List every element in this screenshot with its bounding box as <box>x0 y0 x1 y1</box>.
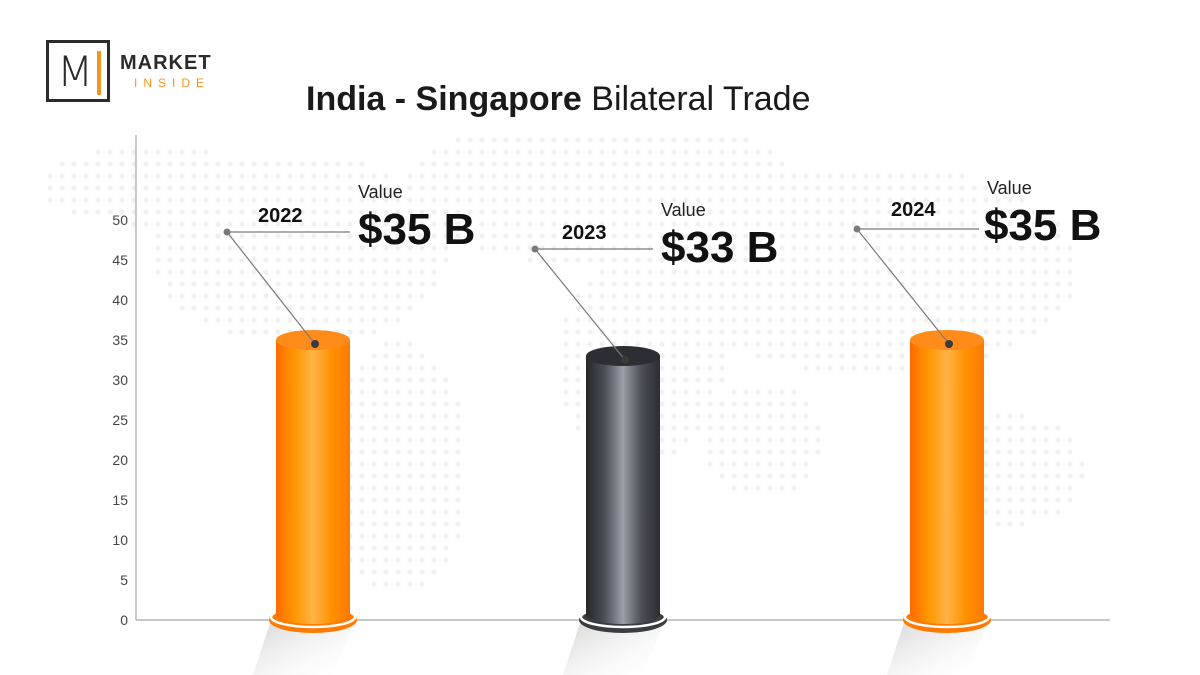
logo-sub-text: INSIDE <box>134 76 211 90</box>
bar-shadow <box>563 620 665 675</box>
bar-top-cap <box>910 330 984 350</box>
bar-bottom-cap <box>910 604 984 624</box>
leader-line <box>534 248 626 361</box>
bar-shadow <box>887 620 989 675</box>
y-tick-label: 20 <box>112 452 128 468</box>
chart-title: India - Singapore Bilateral Trade <box>306 80 811 119</box>
value-caption: Value <box>358 182 403 202</box>
bar-2022: 2022 Value $35 B <box>223 182 475 675</box>
leader-line <box>856 228 950 345</box>
anchor-dot <box>311 340 319 348</box>
bar-bottom-cap <box>586 604 660 624</box>
value-caption: Value <box>987 178 1032 198</box>
data-label: $35 B <box>984 201 1101 250</box>
bar-2024: 2024 Value $35 B <box>853 178 1101 675</box>
category-label: 2023 <box>562 222 607 244</box>
y-tick-label: 5 <box>120 572 128 588</box>
value-caption: Value <box>661 200 706 220</box>
y-tick-label: 30 <box>112 372 128 388</box>
bar-shadow <box>253 620 355 675</box>
y-tick-label: 40 <box>112 292 128 308</box>
logo-mark: M <box>46 40 110 102</box>
y-tick-label: 15 <box>112 492 128 508</box>
bar-top-cap <box>586 346 660 366</box>
y-tick-label: 25 <box>112 412 128 428</box>
leader-line <box>226 231 316 345</box>
data-label: $35 B <box>358 205 475 254</box>
y-tick-label: 10 <box>112 532 128 548</box>
y-tick-label: 35 <box>112 332 128 348</box>
category-label: 2022 <box>258 205 303 227</box>
anchor-dot <box>945 340 953 348</box>
leader-dot <box>531 245 539 253</box>
bar-body <box>586 356 660 614</box>
anchor-dot <box>621 356 629 364</box>
logo-accent-bar <box>97 51 101 95</box>
bar-bottom-cap <box>276 604 350 624</box>
y-tick-label: 50 <box>112 212 128 228</box>
logo-wordmark: MARKET INSIDE <box>120 53 212 89</box>
bar-body <box>910 340 984 614</box>
data-label: $33 B <box>661 223 778 272</box>
logo-letter: M <box>57 47 94 96</box>
leader-dot <box>223 228 231 236</box>
leader-dot <box>853 225 861 233</box>
bar-body <box>276 340 350 614</box>
y-tick-label: 0 <box>120 612 128 628</box>
bar-top-cap <box>276 330 350 350</box>
logo: M MARKET INSIDE <box>46 40 212 102</box>
chart-title-bold: India - Singapore <box>306 80 582 118</box>
chart-title-light: Bilateral Trade <box>591 80 811 118</box>
bar-2023: 2023 Value $33 B <box>531 200 778 675</box>
logo-main-text: MARKET <box>120 52 212 74</box>
category-label: 2024 <box>891 199 936 221</box>
y-tick-label: 45 <box>112 252 128 268</box>
